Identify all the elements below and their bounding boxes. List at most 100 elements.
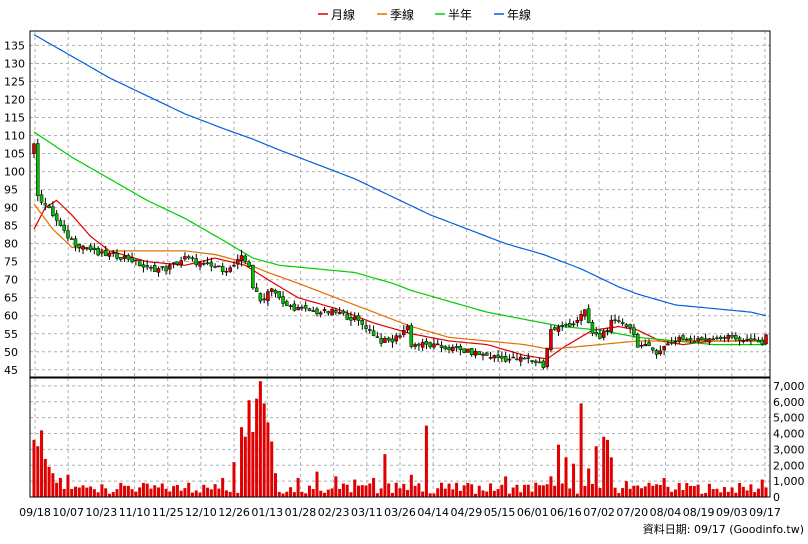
volume-bar: [409, 474, 413, 497]
candle-body: [579, 314, 583, 321]
volume-plot-frame: [29, 377, 771, 498]
ma-line-quarterly: [33, 203, 766, 349]
volume-bar: [307, 485, 311, 497]
x-tick-label: 10/23: [86, 506, 118, 519]
candle-body: [696, 338, 700, 342]
volume-bar: [590, 483, 594, 497]
source-date-text: 資料日期: 09/17 (Goodinfo.tw): [643, 522, 804, 536]
volume-bar: [319, 490, 323, 497]
volume-bar: [92, 489, 96, 497]
candle-body: [43, 203, 48, 206]
volume-bar: [722, 487, 727, 497]
volume-bar: [707, 483, 711, 497]
volume-bar: [398, 488, 402, 497]
volume-bar: [70, 489, 74, 497]
volume-bar: [36, 446, 40, 497]
volume-bar: [602, 436, 606, 497]
candle-body: [643, 343, 648, 347]
x-tick-label: 08/19: [683, 506, 715, 519]
volume-bar: [43, 458, 47, 497]
volume-bar: [466, 483, 470, 497]
volume-bar: [738, 483, 742, 497]
candle-body: [530, 360, 534, 362]
x-tick-label: 03/26: [384, 506, 416, 519]
volume-bar: [138, 487, 142, 497]
candle-body: [688, 338, 693, 341]
candle-body: [651, 347, 655, 351]
candle-body: [368, 329, 372, 331]
candle-body: [390, 338, 395, 343]
candle-body: [420, 342, 425, 348]
candle-body: [469, 348, 474, 355]
candle-body: [307, 308, 312, 311]
volume-bar: [704, 492, 708, 497]
price-y-tick-label: 120: [4, 93, 25, 106]
candle-body: [447, 347, 451, 351]
volume-bar: [666, 486, 670, 497]
volume-bar: [179, 490, 183, 497]
candle-body: [522, 357, 527, 360]
ma-line-monthly: [33, 199, 766, 360]
volume-bar: [424, 425, 428, 497]
candle-body: [186, 256, 191, 259]
volume-bar: [685, 483, 689, 497]
candle-body: [537, 361, 542, 364]
candle-body: [443, 346, 448, 350]
candle-body: [692, 340, 697, 343]
volume-bar: [62, 488, 66, 497]
candle-body: [92, 247, 97, 250]
candle-body: [202, 263, 206, 265]
price-y-tick-label: 100: [4, 166, 25, 179]
candle-body: [349, 317, 353, 321]
candle-body: [190, 257, 195, 260]
candle-body: [500, 355, 504, 359]
candle-body: [568, 323, 572, 327]
candle-body: [352, 316, 357, 320]
volume-bar: [624, 481, 628, 497]
legend-label-yearly: 年線: [507, 7, 531, 22]
volume-bar: [330, 488, 334, 497]
volume-bar: [579, 403, 583, 497]
volume-bar: [134, 491, 138, 497]
volume-bar: [477, 485, 481, 497]
candle-body: [356, 315, 361, 321]
candle-body: [319, 312, 323, 315]
candle-body: [703, 338, 708, 341]
volume-bar: [617, 492, 621, 497]
candle-body: [141, 264, 146, 268]
candle-body: [624, 324, 629, 327]
candle-body: [322, 309, 327, 312]
volume-y-tick-label: 0: [773, 491, 780, 504]
volume-bar: [273, 473, 277, 497]
candle-body: [152, 265, 157, 272]
volume-bar: [696, 484, 700, 497]
volume-bar: [628, 488, 632, 497]
volume-bar: [658, 484, 662, 497]
volume-bar: [356, 485, 361, 497]
candle-body: [586, 308, 591, 323]
candle-body: [149, 267, 153, 269]
volume-bar: [609, 457, 613, 497]
volume-bar: [575, 493, 579, 497]
candle-body: [515, 358, 519, 361]
volume-bar: [553, 485, 557, 497]
candle-body: [681, 335, 685, 340]
volume-bar: [372, 477, 376, 497]
candle-body: [77, 244, 82, 248]
volume-bar: [564, 457, 568, 497]
volume-bar: [417, 483, 421, 497]
volume-bar: [526, 484, 530, 497]
candle-body: [685, 338, 689, 341]
x-tick-label: 01/28: [285, 506, 317, 519]
volume-bar: [643, 486, 647, 497]
volume-bar: [187, 482, 191, 497]
candle-body: [228, 267, 232, 272]
candle-body: [277, 291, 282, 298]
price-y-tick-label: 85: [4, 220, 18, 233]
volume-bar: [213, 484, 217, 497]
candle-body: [405, 325, 410, 331]
volume-bar: [175, 484, 179, 497]
candle-body: [473, 350, 478, 356]
price-y-tick-label: 70: [4, 274, 18, 287]
x-tick-label: 03/11: [351, 506, 383, 519]
